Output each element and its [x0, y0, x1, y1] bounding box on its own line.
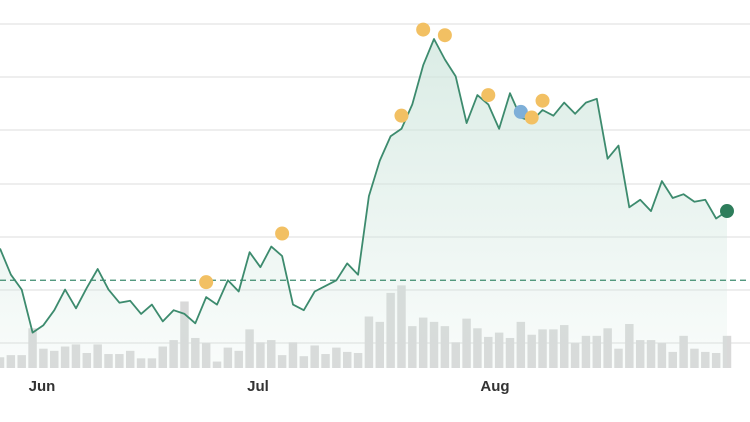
price-line	[0, 38, 728, 334]
event-marker	[199, 275, 214, 290]
event-marker	[394, 108, 409, 123]
price-area-fill	[0, 39, 727, 368]
event-marker	[720, 204, 734, 219]
event-marker	[513, 104, 528, 119]
event-markers	[199, 22, 734, 290]
event-marker	[275, 226, 290, 241]
x-tick-label-jul: Jul	[247, 378, 269, 395]
event-marker	[535, 93, 550, 108]
event-marker	[416, 22, 431, 37]
x-tick-label-jun: Jun	[29, 378, 56, 395]
x-tick-label-aug: Aug	[480, 378, 509, 395]
event-marker	[481, 88, 496, 103]
price-series-line	[0, 38, 728, 334]
x-axis: Jun Jul Aug	[29, 378, 510, 395]
price-area	[0, 39, 727, 368]
event-marker	[437, 28, 452, 43]
event-marker	[524, 110, 539, 125]
